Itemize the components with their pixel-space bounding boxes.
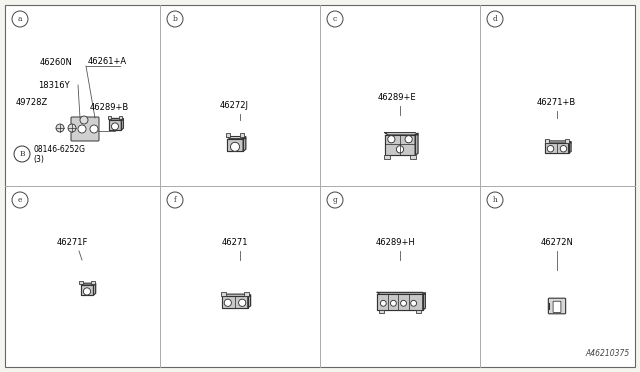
Circle shape: [83, 288, 91, 295]
Polygon shape: [415, 133, 418, 155]
Text: 46271F: 46271F: [57, 238, 88, 247]
Circle shape: [396, 146, 404, 153]
Polygon shape: [109, 120, 122, 130]
Bar: [91, 281, 95, 284]
Circle shape: [111, 123, 118, 130]
Bar: [119, 116, 122, 119]
Polygon shape: [227, 139, 243, 151]
Polygon shape: [81, 283, 95, 285]
Text: 46289+B: 46289+B: [90, 103, 129, 112]
Text: f: f: [173, 196, 177, 204]
Text: e: e: [18, 196, 22, 204]
Text: 46260N: 46260N: [40, 58, 73, 67]
Polygon shape: [377, 292, 426, 294]
Text: g: g: [333, 196, 337, 204]
Text: b: b: [173, 15, 177, 23]
Bar: [545, 140, 549, 143]
Polygon shape: [227, 137, 246, 139]
Bar: [225, 134, 230, 137]
Polygon shape: [109, 118, 124, 120]
Circle shape: [80, 116, 88, 124]
Circle shape: [239, 299, 246, 307]
Bar: [221, 292, 226, 296]
Circle shape: [405, 136, 412, 143]
Bar: [565, 140, 569, 143]
FancyBboxPatch shape: [553, 301, 561, 312]
Polygon shape: [545, 143, 568, 153]
Circle shape: [68, 124, 76, 132]
Text: 46272N: 46272N: [541, 238, 574, 247]
Text: 08146-6252G: 08146-6252G: [33, 145, 85, 154]
Text: 46272J: 46272J: [220, 101, 249, 110]
Circle shape: [390, 300, 396, 306]
Polygon shape: [222, 296, 248, 308]
Polygon shape: [377, 294, 423, 310]
Circle shape: [560, 145, 567, 152]
Circle shape: [411, 300, 417, 306]
Circle shape: [56, 124, 64, 132]
Bar: [79, 281, 83, 284]
Bar: [384, 155, 390, 159]
Polygon shape: [545, 141, 571, 143]
Circle shape: [388, 136, 395, 143]
Text: 46289+H: 46289+H: [376, 238, 416, 247]
Text: 18316Y: 18316Y: [38, 81, 70, 90]
Polygon shape: [222, 294, 251, 296]
Text: 46271+B: 46271+B: [537, 98, 576, 107]
Bar: [410, 155, 416, 159]
Circle shape: [78, 125, 86, 133]
Polygon shape: [423, 293, 426, 310]
Bar: [108, 116, 111, 119]
Polygon shape: [93, 283, 95, 295]
Bar: [416, 310, 422, 313]
Circle shape: [230, 142, 239, 151]
Circle shape: [547, 145, 554, 152]
Polygon shape: [122, 118, 124, 130]
Polygon shape: [81, 285, 93, 295]
Text: c: c: [333, 15, 337, 23]
Text: A46210375: A46210375: [586, 349, 630, 358]
Text: (3): (3): [33, 155, 44, 164]
Text: h: h: [493, 196, 497, 204]
Circle shape: [380, 300, 387, 306]
Bar: [244, 292, 248, 296]
FancyBboxPatch shape: [71, 117, 99, 141]
Polygon shape: [248, 295, 251, 308]
Text: d: d: [493, 15, 497, 23]
Circle shape: [401, 300, 406, 306]
Text: a: a: [18, 15, 22, 23]
FancyBboxPatch shape: [548, 298, 566, 314]
Polygon shape: [568, 141, 571, 153]
Circle shape: [90, 125, 98, 133]
Bar: [378, 310, 384, 313]
Polygon shape: [243, 137, 246, 151]
Text: 46271: 46271: [222, 238, 248, 247]
Polygon shape: [385, 132, 418, 135]
Text: B: B: [19, 150, 25, 158]
Text: 49728Z: 49728Z: [16, 98, 48, 107]
Polygon shape: [385, 135, 415, 155]
Text: 46289+E: 46289+E: [378, 93, 417, 102]
Text: 46261+A: 46261+A: [88, 57, 127, 66]
Bar: [240, 134, 244, 137]
Circle shape: [224, 299, 232, 307]
